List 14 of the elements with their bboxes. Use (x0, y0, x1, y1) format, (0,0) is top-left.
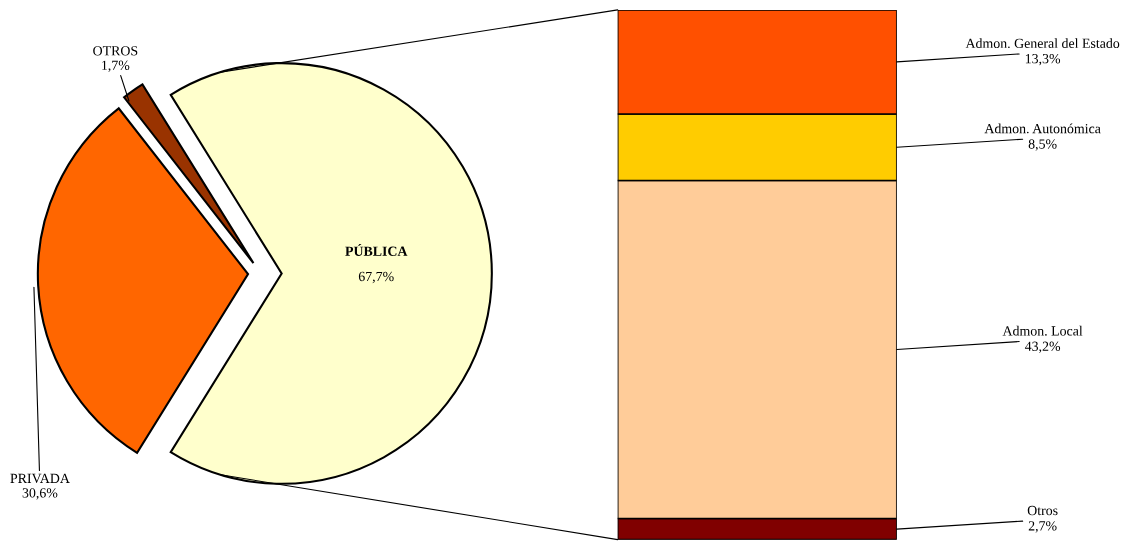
text: Otros (1027, 505, 1058, 516)
data-label: 2,7% (1028, 521, 1057, 533)
slice-label: PRIVADA (10, 473, 70, 484)
data-label: 30,6% (22, 488, 58, 500)
text: Admon. General del Estado (965, 38, 1120, 49)
slice-label: OTROS (93, 46, 138, 56)
data-label: 8,5% (1028, 139, 1057, 151)
text: Admon. Autonómica (984, 123, 1101, 134)
data-label: 13,3% (1025, 53, 1061, 66)
data-label: 67,7% (358, 271, 394, 284)
data-label: 43,2% (1024, 341, 1061, 353)
text: Admon. Local (1002, 325, 1083, 336)
slice-label: PÚBLICA (345, 243, 408, 256)
data-label: 1,7% (102, 60, 130, 72)
